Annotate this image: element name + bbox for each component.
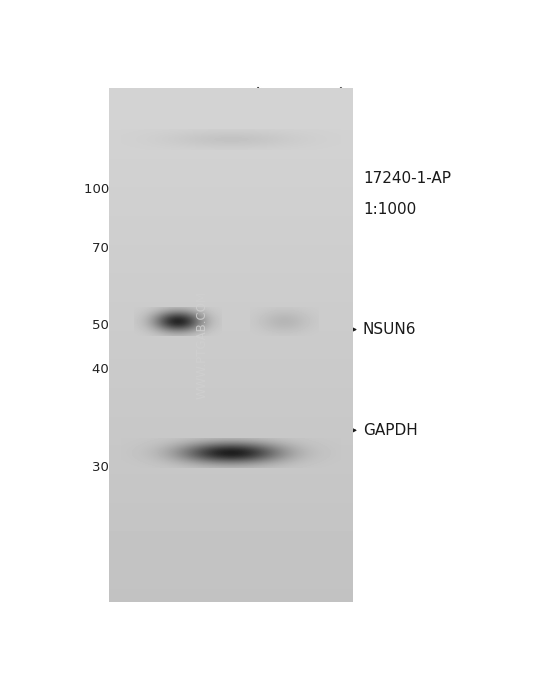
- Text: sh-control: sh-control: [208, 84, 270, 147]
- Text: HepG2: HepG2: [221, 561, 277, 579]
- Text: GAPDH: GAPDH: [363, 423, 418, 438]
- Text: 100 kDa: 100 kDa: [83, 183, 139, 196]
- Text: 40 kDa: 40 kDa: [92, 362, 139, 375]
- Text: 17240-1-AP: 17240-1-AP: [363, 171, 451, 186]
- Text: 50 kDa: 50 kDa: [92, 319, 139, 332]
- Text: 70 kDa: 70 kDa: [92, 242, 139, 255]
- Text: WWW.PTGAB.COM: WWW.PTGAB.COM: [195, 291, 208, 399]
- Text: 1:1000: 1:1000: [363, 202, 416, 217]
- Text: 30 kDa: 30 kDa: [92, 462, 139, 475]
- Text: NSUN6: NSUN6: [363, 322, 417, 337]
- Text: sh-NSUN6: sh-NSUN6: [291, 84, 353, 147]
